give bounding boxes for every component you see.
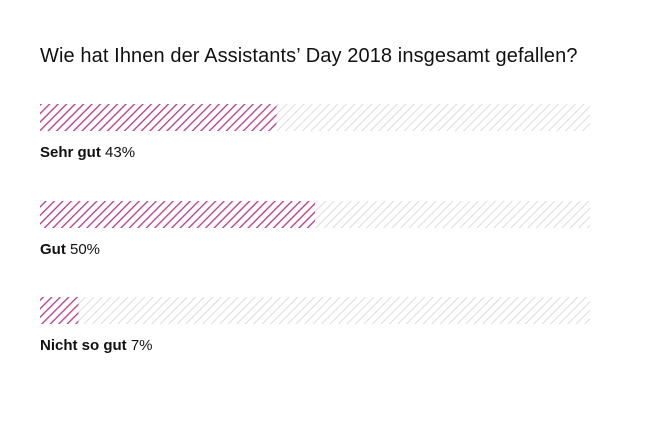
data-label: 43% (105, 144, 136, 161)
chart-title: Wie hat Ihnen der Assistants’ Day 2018 i… (40, 45, 578, 67)
bar (40, 297, 79, 324)
category-label: Gut (40, 241, 66, 258)
bar (40, 201, 315, 228)
bar-label: Sehr gut 43% (40, 144, 135, 161)
bar-track (40, 297, 590, 324)
category-label: Nicht so gut (40, 337, 127, 354)
data-label: 7% (130, 337, 153, 354)
category-label: Sehr gut (40, 144, 101, 161)
bar (40, 104, 277, 131)
bar-label: Nicht so gut 7% (40, 337, 153, 354)
data-label: 50% (70, 241, 101, 258)
bar-label: Gut 50% (40, 241, 100, 258)
